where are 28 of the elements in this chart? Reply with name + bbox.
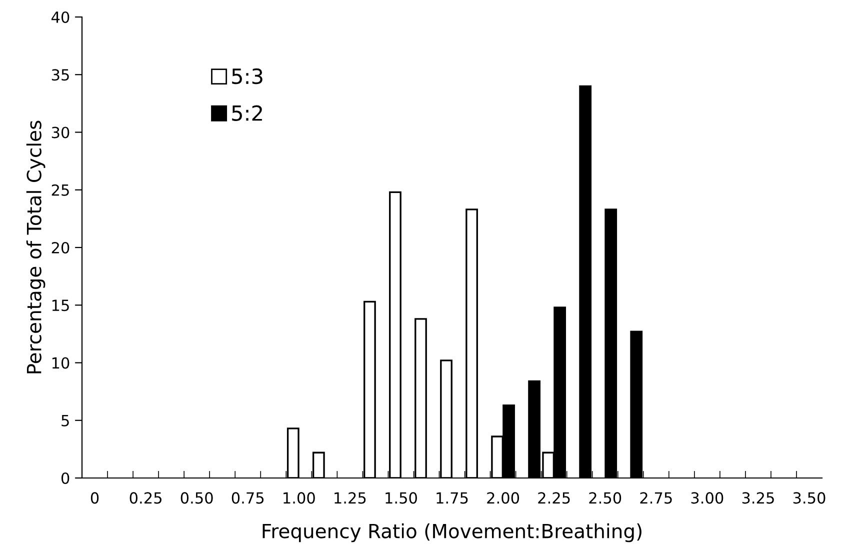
y-tick-label: 40	[52, 11, 70, 24]
x-tick-label: 2.75	[640, 492, 672, 504]
y-tick-label: 5	[62, 415, 69, 426]
x-tick-label: 1.00	[284, 492, 315, 504]
x-tick-label: 0	[90, 492, 99, 504]
x-tick-label: 1.50	[386, 492, 417, 504]
y-tick-label: 30	[52, 126, 70, 138]
x-tick-label: 0.50	[180, 492, 213, 504]
x-tick-label: 3.00	[691, 492, 724, 504]
x-tick-label: 2.50	[589, 492, 622, 504]
y-tick-label: 35	[52, 69, 69, 81]
y-tick-label: 10	[52, 357, 70, 369]
legend-label: 5:2	[232, 105, 262, 121]
x-tick-label: 1.25	[334, 492, 366, 504]
y-tick-label: 20	[52, 242, 70, 254]
y-tick-label: 25	[52, 184, 69, 196]
x-tick-label: 3.25	[742, 492, 774, 504]
y-tick-label: 0	[61, 472, 70, 484]
x-tick-label: 2.00	[487, 492, 520, 504]
x-tick-label: 0.75	[232, 492, 264, 504]
x-tick-label: 3.50	[793, 492, 826, 504]
x-tick-label: 0.25	[130, 492, 162, 504]
x-tick-label: 2.25	[538, 492, 570, 504]
legend-label: 5:3	[232, 68, 262, 84]
x-axis-title: Frequency Ratio (Movement:Breathing)	[262, 523, 642, 542]
x-tick-label: 1.75	[436, 492, 468, 504]
y-tick-label: 15	[52, 300, 69, 312]
y-axis-title: Percentage of Total Cycles	[26, 120, 46, 374]
